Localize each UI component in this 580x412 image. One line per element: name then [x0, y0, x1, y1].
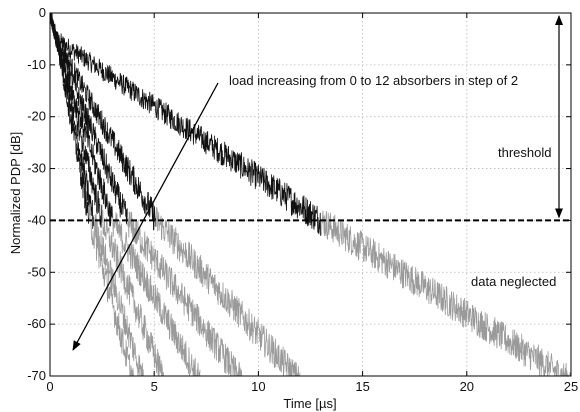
- plot-frame: [49, 12, 572, 377]
- x-tick-label: 25: [564, 379, 578, 394]
- series-line: [49, 13, 103, 228]
- x-axis-label: Time [µs]: [283, 396, 336, 411]
- axes: [49, 12, 572, 377]
- y-tick-label: 0: [39, 5, 46, 20]
- x-tick-label: 20: [460, 379, 474, 394]
- series-line: [49, 14, 321, 236]
- series-line-neglected: [155, 206, 301, 377]
- x-tick-label: 10: [251, 379, 265, 394]
- y-tick-label: -30: [27, 161, 46, 176]
- series-line-neglected: [320, 210, 572, 378]
- series-line: [49, 18, 90, 224]
- y-tick-label: -50: [27, 264, 46, 279]
- series-line-neglected: [93, 214, 144, 377]
- y-tick-label: -60: [27, 316, 46, 331]
- load-arrow: [72, 82, 219, 351]
- y-tick-label: -70: [27, 368, 46, 383]
- x-tick-label: 0: [46, 379, 53, 394]
- series-line: [49, 14, 157, 231]
- series-line-neglected: [126, 208, 243, 377]
- y-tick-label: -10: [27, 57, 46, 72]
- load-arrow-line: [72, 82, 219, 351]
- grid: [50, 13, 571, 376]
- data-neglected-annotation: data neglected: [471, 274, 556, 289]
- y-tick-label: -20: [27, 109, 46, 124]
- load-annotation: load increasing from 0 to 12 absorbers i…: [229, 73, 518, 88]
- series-group: [49, 12, 572, 378]
- y-tick-label: -40: [27, 212, 46, 227]
- y-axis-label: Normalized PDP [dB]: [8, 132, 23, 255]
- series-line-neglected: [111, 206, 201, 377]
- threshold-annotation: threshold: [498, 145, 551, 160]
- series-line-neglected: [88, 205, 134, 377]
- tick-labels: 0 5 10 15 20 25 0 -10 -20 -30 -40 -50 -60 -70: [27, 5, 578, 394]
- series-line-neglected: [101, 204, 165, 377]
- x-tick-label: 15: [355, 379, 369, 394]
- x-tick-label: 5: [151, 379, 158, 394]
